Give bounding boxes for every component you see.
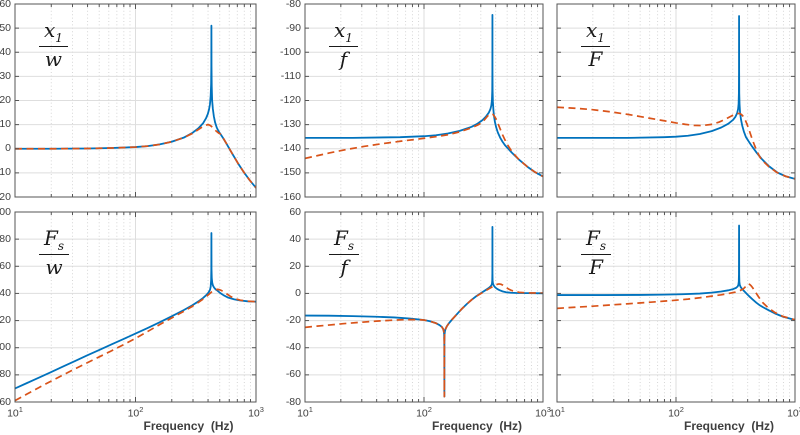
frac-label-x1-over-F: x1 F: [581, 19, 610, 71]
subplot-x1-over-f: [304, 3, 544, 198]
curve-x1-over-f-solid: [305, 13, 543, 178]
y-tick-label: 80: [0, 368, 11, 381]
frac-denominator: F: [588, 47, 603, 72]
frac-label-x1-over-w: x1 w: [39, 19, 68, 71]
frac-label-Fs-over-f: Fs f: [329, 227, 360, 280]
frac-numerator: Fs: [39, 227, 70, 256]
x-axis-label: Frequency (Hz): [431, 419, 523, 433]
y-tick-label: 180: [0, 232, 11, 245]
x-tick-label: 101: [549, 405, 565, 420]
y-tick-label: -40: [285, 341, 301, 354]
y-tick-label: 120: [0, 314, 11, 327]
y-tick-label: -110: [280, 69, 301, 82]
frac-denominator: f: [339, 47, 348, 72]
frac-numerator: x1: [329, 19, 358, 48]
y-tick-label: 30: [0, 69, 11, 82]
y-tick-label: 0: [5, 142, 11, 155]
y-tick-label: -130: [279, 118, 301, 131]
curve-x1-over-F-dashed: [557, 106, 795, 180]
y-tick-label: -10: [0, 166, 11, 179]
y-tick-label: 0: [295, 286, 301, 299]
frac-label-x1-over-f: x1 f: [329, 19, 358, 71]
y-tick-label: 10: [0, 118, 11, 131]
x-axis-label: Frequency (Hz): [143, 419, 234, 433]
y-tick-label: -90: [285, 21, 301, 34]
frac-denominator: w: [45, 255, 63, 280]
frac-denominator: F: [589, 255, 603, 280]
curve-Fs-over-f-dashed: [305, 283, 543, 398]
x-tick-label: 102: [416, 405, 432, 420]
y-tick-label: 40: [289, 232, 301, 245]
y-tick-label: 40: [0, 45, 11, 58]
y-tick-label: 60: [289, 205, 301, 218]
curve-x1-over-w-dashed: [15, 123, 256, 189]
subplot-Fs-over-w: [14, 211, 257, 403]
frac-numerator: Fs: [581, 227, 612, 256]
y-tick-label: -20: [0, 190, 11, 203]
subplot-x1-over-w: [14, 3, 257, 198]
curve-Fs-over-f-solid: [305, 226, 543, 398]
y-tick-label: -80: [285, 0, 301, 10]
frac-label-Fs-over-F: Fs F: [581, 227, 612, 280]
subplot-Fs-over-f: [304, 211, 544, 403]
y-tick-label: -60: [285, 368, 301, 381]
y-tick-label: 50: [0, 21, 11, 34]
y-tick-label: -160: [279, 190, 301, 203]
y-tick-label: -20: [285, 314, 301, 327]
curve-Fs-over-w-dashed: [15, 288, 256, 402]
y-tick-label: 140: [0, 286, 11, 299]
x-tick-label: 103: [535, 405, 551, 420]
y-tick-label: 20: [289, 259, 301, 272]
y-tick-label: -140: [279, 142, 301, 155]
frac-numerator: x1: [39, 19, 68, 48]
frac-denominator: f: [340, 255, 348, 280]
y-tick-label: 200: [0, 205, 11, 218]
frac-label-Fs-over-w: Fs w: [39, 227, 70, 280]
x-tick-label: 103: [787, 405, 800, 420]
y-tick-label: -150: [279, 166, 301, 179]
y-tick-label: 60: [0, 0, 11, 10]
y-tick-label: 100: [0, 341, 11, 354]
curve-Fs-over-F-solid: [557, 224, 795, 321]
x-tick-label: 103: [248, 405, 264, 420]
x-tick-label: 101: [297, 405, 313, 420]
curve-x1-over-F-solid: [557, 15, 795, 180]
y-tick-label: -100: [279, 45, 301, 58]
y-tick-label: -120: [279, 94, 301, 106]
y-tick-label: 20: [0, 94, 11, 106]
frac-numerator: x1: [581, 19, 610, 48]
subplot-Fs-over-F: [556, 211, 796, 403]
frac-denominator: w: [44, 47, 63, 72]
subplot-x1-over-F: [556, 3, 796, 198]
curve-Fs-over-F-dashed: [557, 283, 795, 321]
x-axis-label: Frequency (Hz): [683, 419, 775, 433]
y-tick-label: 160: [0, 259, 11, 272]
curve-x1-over-f-dashed: [305, 112, 543, 178]
frac-numerator: Fs: [329, 227, 360, 256]
x-tick-label: 102: [668, 405, 684, 420]
x-tick-label: 102: [127, 405, 144, 420]
y-tick-label: -80: [285, 395, 301, 408]
curve-Fs-over-w-solid: [15, 232, 256, 390]
x-tick-label: 101: [7, 405, 23, 420]
y-tick-label: 60: [0, 395, 11, 408]
